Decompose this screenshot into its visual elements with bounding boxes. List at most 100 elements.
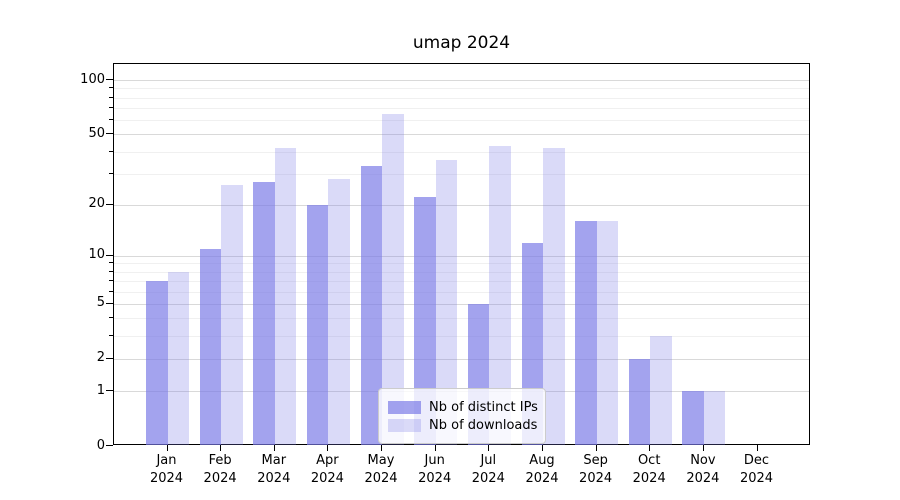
y-minor-tick-mark-9: [109, 262, 113, 264]
bar-ips-jun-2024: [414, 197, 436, 445]
x-tick-month: Jan: [156, 453, 177, 468]
legend-swatch-downloads: [388, 419, 421, 432]
x-tick-mark-11: [756, 445, 758, 451]
y-tick-label-5: 5: [96, 295, 105, 311]
bar-ips-jan-2024: [146, 281, 168, 445]
y-tick-label-0: 0: [96, 437, 105, 453]
x-tick-year: 2024: [525, 471, 559, 486]
x-tick-month: Aug: [529, 453, 555, 468]
x-tick-label-may-2024: May 2024: [351, 452, 411, 488]
x-tick-label-jun-2024: Jun 2024: [405, 452, 465, 488]
y-tick-label-20: 20: [88, 196, 105, 212]
gridline-minor-9: [114, 263, 809, 265]
y-minor-tick-mark-80: [109, 96, 113, 98]
bar-downloads-jun-2024: [435, 159, 458, 445]
chart-title: umap 2024: [412, 33, 511, 53]
bar-ips-nov-2024: [682, 391, 704, 445]
gridline-minor-3: [114, 336, 809, 338]
bar-ips-apr-2024: [306, 204, 329, 445]
x-tick-month: Feb: [208, 453, 232, 468]
y-tick-mark-0: [106, 445, 113, 446]
x-tick-month: Dec: [743, 453, 770, 468]
x-tick-month: Apr: [316, 453, 339, 468]
legend-swatch-ips: [388, 401, 421, 414]
x-tick-year: 2024: [418, 471, 452, 486]
x-tick-mark-5: [434, 445, 436, 451]
x-tick-year: 2024: [579, 471, 613, 486]
x-tick-month: Nov: [690, 453, 716, 468]
gridline-minor-30: [114, 173, 809, 175]
gridline-minor-7: [114, 281, 809, 283]
x-tick-mark-3: [327, 445, 329, 451]
y-minor-tick-mark-3: [109, 335, 113, 337]
x-tick-label-apr-2024: Apr 2024: [297, 452, 357, 488]
y-minor-tick-mark-30: [109, 172, 113, 174]
x-tick-month: Jul: [480, 453, 497, 468]
gridline-minor-6: [114, 291, 809, 293]
y-tick-label-10: 10: [88, 247, 105, 263]
gridline-major-50: [114, 134, 809, 136]
x-tick-month: Mar: [261, 453, 287, 468]
bar-downloads-mar-2024: [274, 147, 297, 445]
x-tick-year: 2024: [257, 471, 291, 486]
y-minor-tick-mark-4: [109, 317, 113, 319]
x-tick-year: 2024: [310, 471, 344, 486]
x-tick-year: 2024: [632, 471, 666, 486]
gridline-minor-40: [114, 151, 809, 153]
bar-ips-mar-2024: [253, 181, 275, 445]
gridline-minor-4: [114, 318, 809, 320]
gridline-major-2: [114, 358, 809, 360]
x-tick-mark-7: [542, 445, 543, 451]
y-tick-label-100: 100: [80, 71, 105, 87]
y-minor-tick-mark-7: [109, 280, 113, 282]
gridline-major-5: [114, 303, 809, 305]
x-tick-label-feb-2024: Feb 2024: [190, 452, 250, 488]
bar-downloads-nov-2024: [703, 391, 726, 445]
x-tick-month: Oct: [637, 453, 661, 468]
x-tick-mark-4: [381, 445, 382, 451]
gridline-minor-90: [114, 88, 809, 90]
x-tick-year: 2024: [686, 471, 720, 486]
y-tick-mark-2: [106, 357, 113, 359]
bar-downloads-aug-2024: [543, 147, 565, 445]
y-tick-mark-5: [106, 302, 113, 304]
legend-label-ips: Nb of distinct IPs: [429, 400, 538, 415]
legend: Nb of distinct IPs Nb of downloads: [378, 388, 546, 444]
gridline-minor-8: [114, 271, 809, 273]
y-tick-label-2: 2: [96, 350, 105, 366]
bar-downloads-jul-2024: [489, 145, 511, 445]
legend-item-downloads: Nb of downloads: [388, 418, 538, 433]
y-minor-tick-mark-90: [109, 87, 113, 89]
x-tick-month: Sep: [583, 453, 608, 468]
y-minor-tick-mark-60: [109, 119, 113, 120]
x-tick-mark-0: [166, 445, 168, 451]
y-minor-tick-mark-40: [109, 150, 113, 152]
bar-downloads-sep-2024: [596, 221, 619, 445]
y-tick-mark-20: [106, 203, 113, 205]
y-tick-mark-100: [106, 79, 113, 80]
x-tick-label-jul-2024: Jul 2024: [458, 452, 518, 488]
x-tick-label-nov-2024: Nov 2024: [673, 452, 733, 488]
gridline-minor-70: [114, 108, 809, 109]
plot-area: [113, 63, 810, 445]
bar-downloads-may-2024: [382, 113, 404, 445]
bar-ips-sep-2024: [575, 221, 597, 445]
legend-item-ips: Nb of distinct IPs: [388, 400, 538, 415]
bar-downloads-feb-2024: [221, 184, 243, 445]
x-tick-year: 2024: [149, 471, 184, 486]
y-tick-mark-10: [106, 254, 113, 256]
legend-label-downloads: Nb of downloads: [429, 418, 538, 433]
x-tick-label-jan-2024: Jan 2024: [137, 452, 197, 488]
bar-ips-oct-2024: [628, 358, 651, 445]
x-tick-label-dec-2024: Dec 2024: [727, 452, 787, 488]
bar-downloads-oct-2024: [650, 336, 672, 445]
y-minor-tick-mark-8: [109, 270, 113, 272]
x-tick-year: 2024: [471, 471, 505, 486]
bar-downloads-apr-2024: [328, 179, 350, 445]
y-minor-tick-mark-70: [109, 107, 113, 108]
x-tick-label-aug-2024: Aug 2024: [512, 452, 572, 488]
x-tick-label-mar-2024: Mar 2024: [244, 452, 304, 488]
gridline-minor-80: [114, 97, 809, 99]
x-tick-label-oct-2024: Oct 2024: [619, 452, 679, 488]
gridline-major-100: [114, 80, 809, 81]
